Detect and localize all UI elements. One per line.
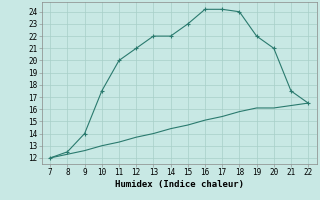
X-axis label: Humidex (Indice chaleur): Humidex (Indice chaleur)	[115, 180, 244, 189]
